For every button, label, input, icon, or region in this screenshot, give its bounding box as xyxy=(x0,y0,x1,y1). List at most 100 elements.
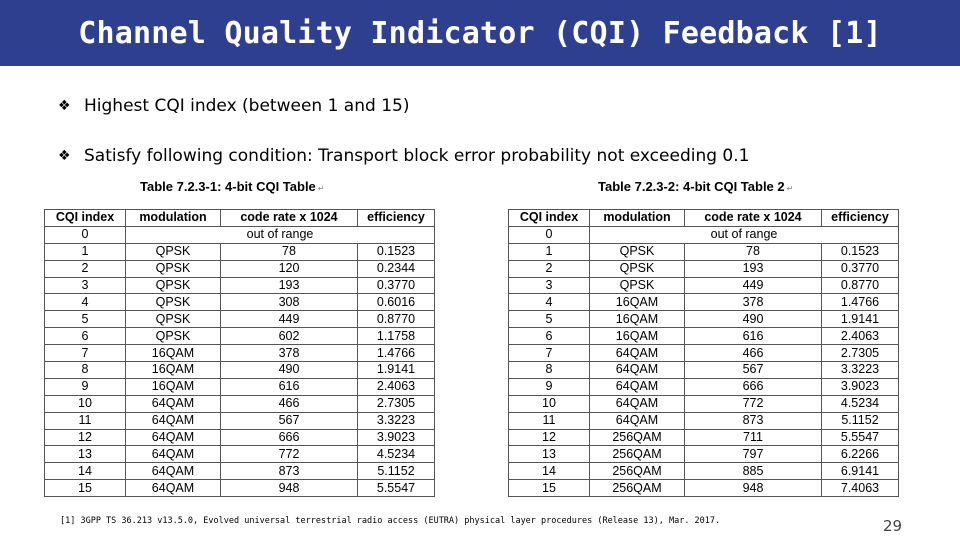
cell-modulation: QPSK xyxy=(125,327,221,346)
table-row: 8 64QAM 567 3.3223 xyxy=(508,361,899,379)
cell-cqi-index: 13 xyxy=(508,445,590,464)
cell-efficiency: 0.1523 xyxy=(821,242,899,261)
cell-code-rate: 378 xyxy=(684,293,822,312)
header-code-rate: code rate x 1024 xyxy=(220,209,358,227)
cell-modulation: 16QAM xyxy=(589,327,685,346)
cell-code-rate: 772 xyxy=(220,445,358,464)
cqi-table-1-wrap: CQI index modulation code rate x 1024 ef… xyxy=(44,209,435,498)
cell-code-rate: 616 xyxy=(684,327,822,346)
table-row: 1 QPSK 78 0.1523 xyxy=(44,242,435,261)
page-number: 29 xyxy=(883,517,903,535)
table-row: 5 16QAM 490 1.9141 xyxy=(508,310,899,329)
cqi-table-2: CQI index modulation code rate x 1024 ef… xyxy=(508,209,899,498)
cell-efficiency: 1.4766 xyxy=(357,344,435,363)
cell-modulation: 16QAM xyxy=(125,361,221,379)
table-row: 11 64QAM 567 3.3223 xyxy=(44,411,435,430)
table-row: 3 QPSK 449 0.8770 xyxy=(508,276,899,295)
cell-efficiency: 6.2266 xyxy=(821,445,899,464)
cell-out-of-range: out of range xyxy=(125,225,435,244)
cell-modulation: QPSK xyxy=(125,276,221,295)
table-2-caption-text: Table 7.2.3-2: 4-bit CQI Table 2 xyxy=(598,179,785,194)
cell-code-rate: 948 xyxy=(684,479,822,498)
cell-efficiency: 0.8770 xyxy=(821,276,899,295)
cell-cqi-index: 6 xyxy=(44,327,126,346)
cell-code-rate: 490 xyxy=(220,361,358,379)
bullet-1-text: Highest CQI index (between 1 and 15) xyxy=(84,96,410,116)
cell-efficiency: 3.3223 xyxy=(357,411,435,430)
cell-efficiency: 3.3223 xyxy=(821,361,899,379)
cell-code-rate: 797 xyxy=(684,445,822,464)
cell-efficiency: 1.4766 xyxy=(821,293,899,312)
cell-code-rate: 466 xyxy=(220,394,358,413)
table-row: 6 16QAM 616 2.4063 xyxy=(508,327,899,346)
table-row: 6 QPSK 602 1.1758 xyxy=(44,327,435,346)
cell-code-rate: 948 xyxy=(220,479,358,498)
table-row: 2 QPSK 193 0.3770 xyxy=(508,259,899,278)
header-efficiency: efficiency xyxy=(357,209,435,227)
cell-modulation: 64QAM xyxy=(589,361,685,379)
cell-cqi-index: 12 xyxy=(44,428,126,447)
cell-efficiency: 2.7305 xyxy=(357,394,435,413)
cell-code-rate: 193 xyxy=(684,259,822,278)
cell-cqi-index: 2 xyxy=(44,259,126,278)
cell-code-rate: 308 xyxy=(220,293,358,312)
cell-efficiency: 0.2344 xyxy=(357,259,435,278)
table-row: 7 16QAM 378 1.4766 xyxy=(44,344,435,363)
table-1-caption: Table 7.2.3-1: 4-bit CQI Table ↵ xyxy=(140,179,324,194)
cell-modulation: 64QAM xyxy=(589,377,685,396)
cell-code-rate: 567 xyxy=(220,411,358,430)
table-row: 13 256QAM 797 6.2266 xyxy=(508,445,899,464)
cell-modulation: 64QAM xyxy=(125,428,221,447)
header-modulation: modulation xyxy=(125,209,221,227)
cell-cqi-index: 5 xyxy=(44,310,126,329)
cell-code-rate: 711 xyxy=(684,428,822,447)
cell-code-rate: 602 xyxy=(220,327,358,346)
table-row: 12 256QAM 711 5.5547 xyxy=(508,428,899,447)
header-code-rate: code rate x 1024 xyxy=(684,209,822,227)
table-row: 14 256QAM 885 6.9141 xyxy=(508,462,899,481)
cell-modulation: 256QAM xyxy=(589,428,685,447)
footnote: [1] 3GPP TS 36.213 v13.5.0, Evolved univ… xyxy=(60,516,721,526)
table-row: 5 QPSK 449 0.8770 xyxy=(44,310,435,329)
cqi-table-2-wrap: CQI index modulation code rate x 1024 ef… xyxy=(508,209,899,498)
cell-cqi-index: 11 xyxy=(508,411,590,430)
cell-cqi-index: 3 xyxy=(44,276,126,295)
table-row: 14 64QAM 873 5.1152 xyxy=(44,462,435,481)
cell-code-rate: 378 xyxy=(220,344,358,363)
cell-modulation: 16QAM xyxy=(589,293,685,312)
cell-modulation: 64QAM xyxy=(125,394,221,413)
cell-cqi-index: 7 xyxy=(44,344,126,363)
cell-efficiency: 7.4063 xyxy=(821,479,899,498)
title-bar: Channel Quality Indicator (CQI) Feedback… xyxy=(0,0,960,66)
table-1-caption-text: Table 7.2.3-1: 4-bit CQI Table xyxy=(140,179,316,194)
table-row: 13 64QAM 772 4.5234 xyxy=(44,445,435,464)
cell-modulation: 64QAM xyxy=(125,445,221,464)
cell-cqi-index: 4 xyxy=(44,293,126,312)
table-row: 3 QPSK 193 0.3770 xyxy=(44,276,435,295)
cell-code-rate: 567 xyxy=(684,361,822,379)
cell-cqi-index: 12 xyxy=(508,428,590,447)
table-row: 15 64QAM 948 5.5547 xyxy=(44,479,435,498)
cell-cqi-index: 9 xyxy=(44,377,126,396)
return-mark-icon: ↵ xyxy=(786,184,794,193)
cell-modulation: 256QAM xyxy=(589,462,685,481)
table-row: 8 16QAM 490 1.9141 xyxy=(44,361,435,379)
cell-efficiency: 5.1152 xyxy=(821,411,899,430)
cell-efficiency: 6.9141 xyxy=(821,462,899,481)
cell-modulation: QPSK xyxy=(125,259,221,278)
table-row: 15 256QAM 948 7.4063 xyxy=(508,479,899,498)
cell-code-rate: 616 xyxy=(220,377,358,396)
table-row: 10 64QAM 772 4.5234 xyxy=(508,394,899,413)
cell-cqi-index: 15 xyxy=(44,479,126,498)
table-row: 1 QPSK 78 0.1523 xyxy=(508,242,899,261)
cell-cqi-index: 8 xyxy=(508,361,590,379)
cell-cqi-index: 15 xyxy=(508,479,590,498)
cell-efficiency: 3.9023 xyxy=(357,428,435,447)
table-row: 4 16QAM 378 1.4766 xyxy=(508,293,899,312)
cell-cqi-index: 6 xyxy=(508,327,590,346)
cell-cqi-index: 5 xyxy=(508,310,590,329)
table-header-row: CQI index modulation code rate x 1024 ef… xyxy=(44,209,435,227)
cell-cqi-index: 8 xyxy=(44,361,126,379)
cell-code-rate: 873 xyxy=(684,411,822,430)
cell-modulation: QPSK xyxy=(589,242,685,261)
